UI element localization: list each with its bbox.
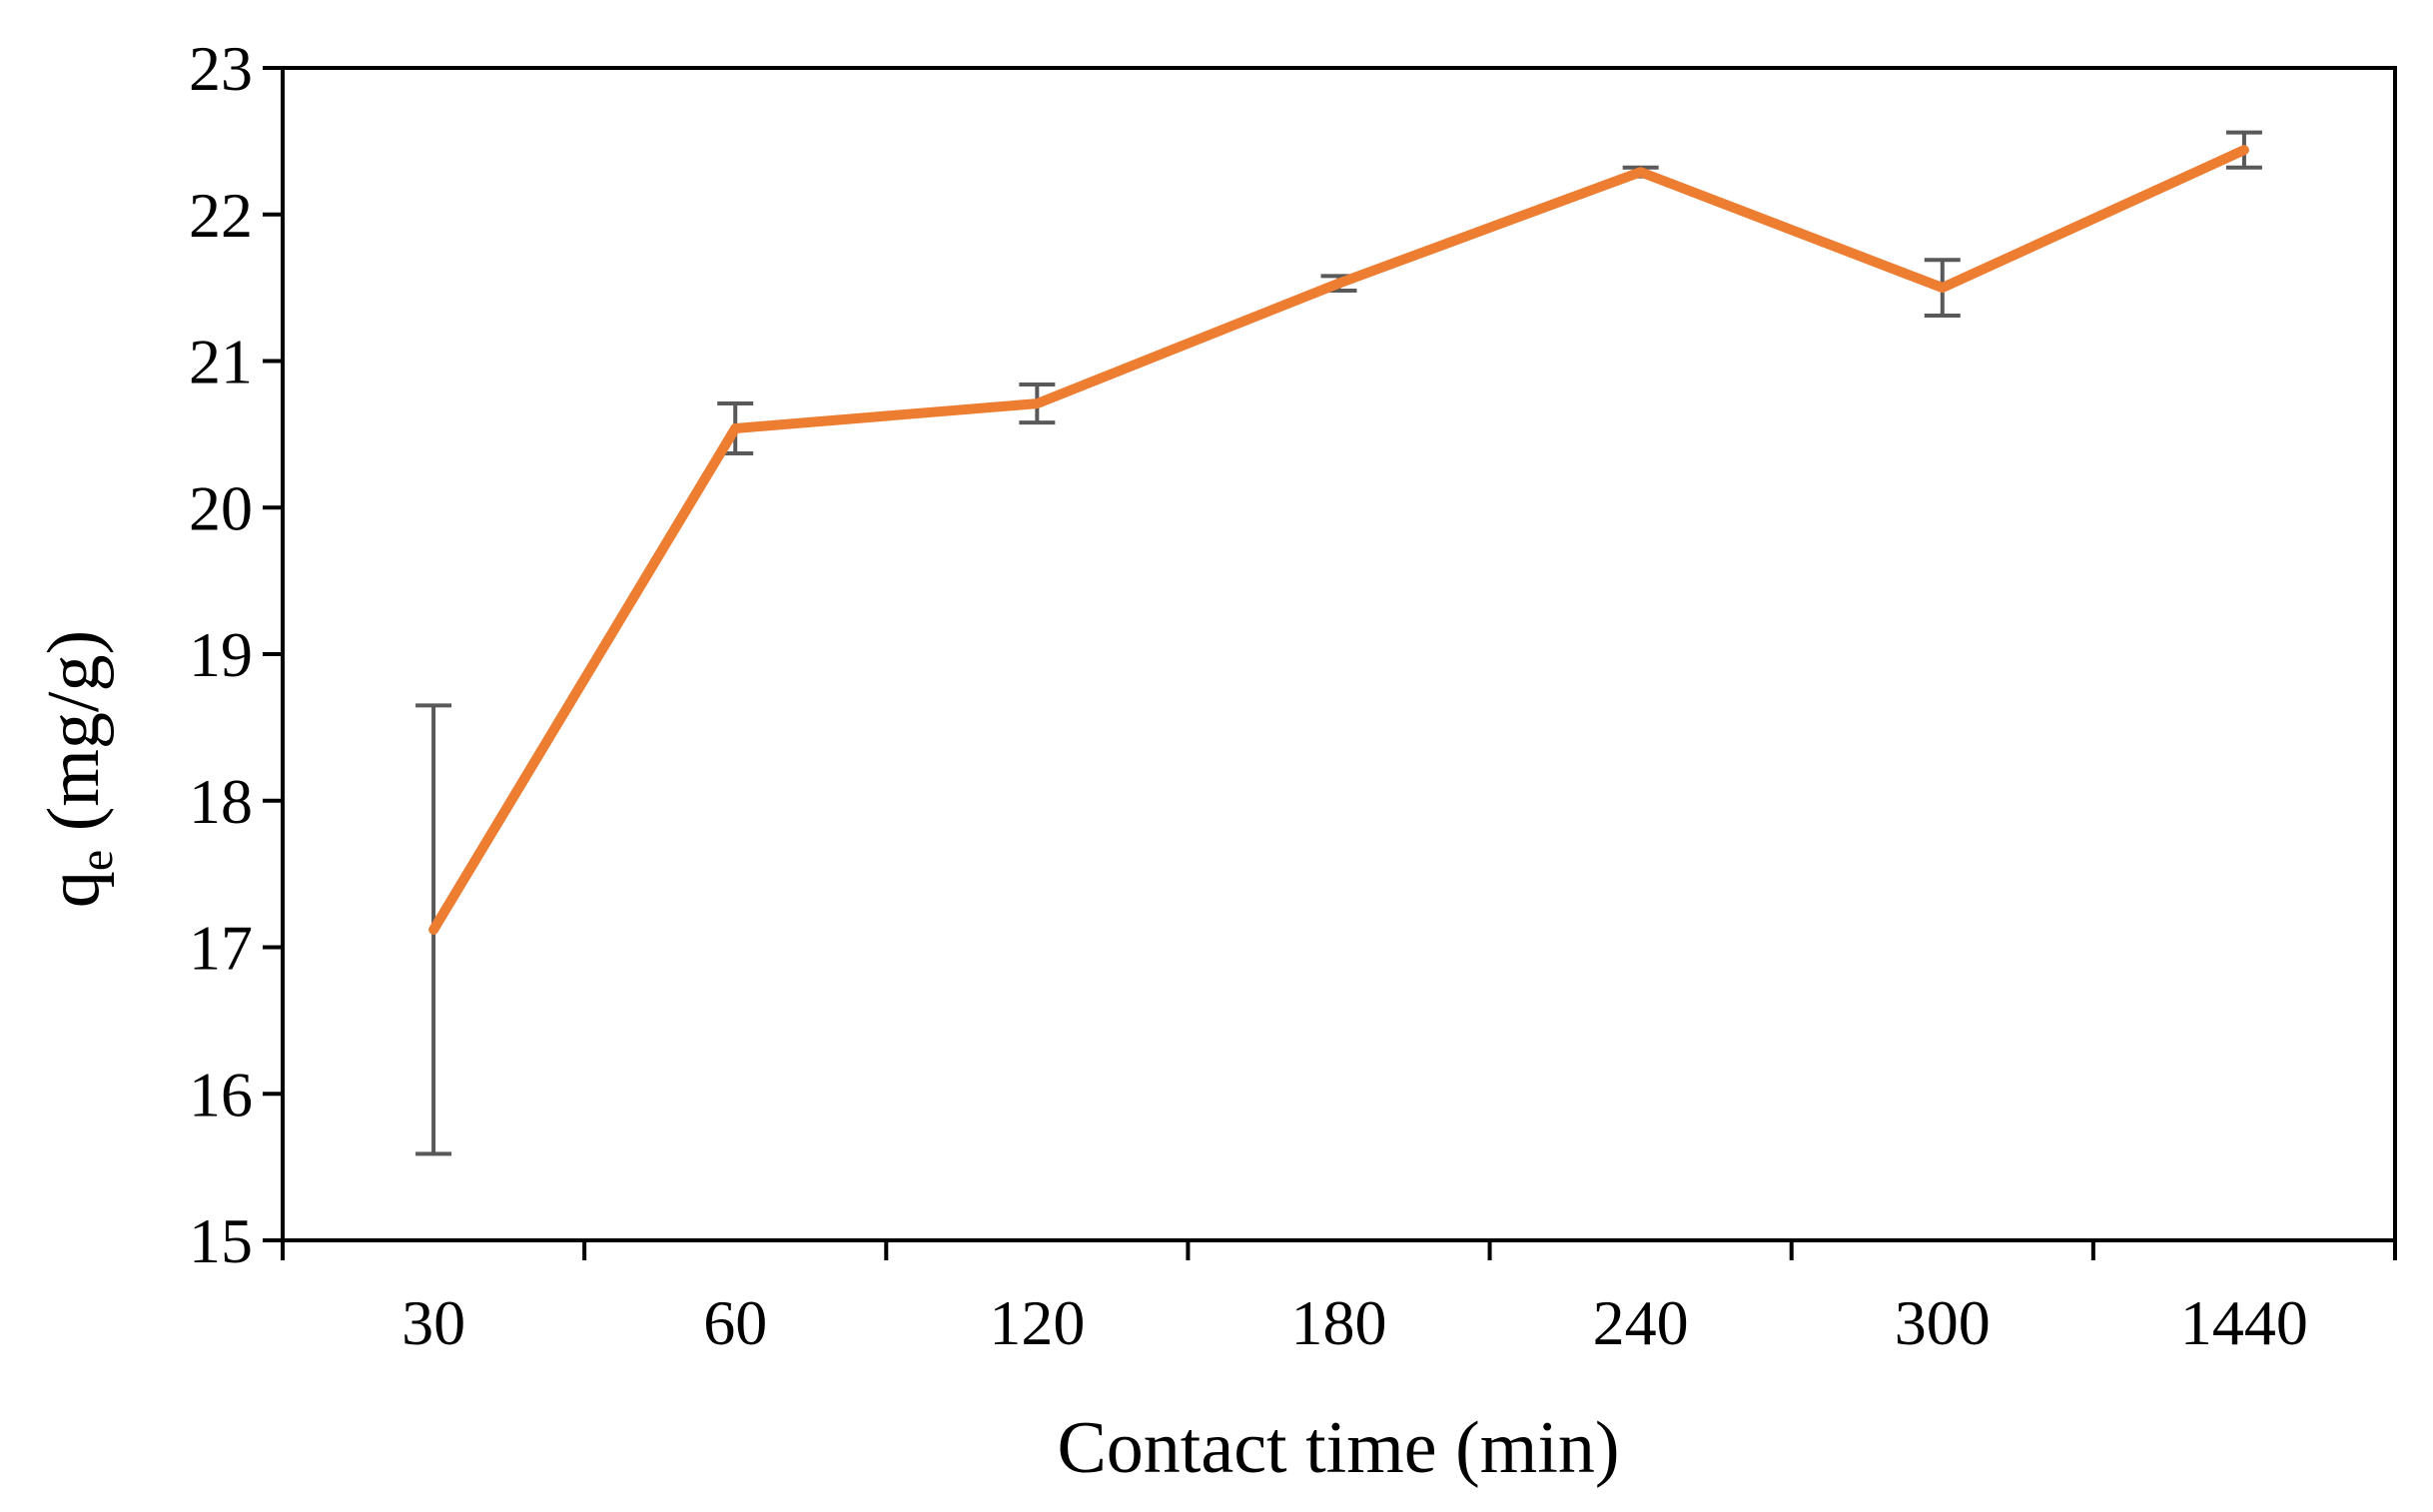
x-tick-label: 300	[1895, 1287, 1991, 1358]
y-tick-label: 21	[189, 327, 253, 397]
series-lines	[428, 145, 2249, 935]
x-tick-label: 1440	[2180, 1287, 2308, 1358]
plot-frame	[263, 66, 2397, 1260]
x-axis-title: Contact time (min)	[1057, 1407, 1619, 1489]
y-axis-title-unit: (mg/g)	[33, 630, 115, 850]
y-tick-labels: 15 16 17 18 19 20 21 22 23	[189, 33, 253, 1276]
y-tick-label: 16	[189, 1059, 253, 1130]
y-tick-label: 19	[189, 619, 253, 690]
y-tick-label: 20	[189, 472, 253, 543]
y-tick-label: 23	[189, 33, 253, 104]
x-tick-labels: 30 60 120 180 240 300 1440	[402, 1287, 2308, 1358]
y-axis-title-main: q	[33, 871, 115, 908]
y-tick-label: 17	[189, 913, 253, 984]
y-axis-title-subscript: e	[70, 850, 123, 871]
data-point	[733, 426, 738, 431]
data-point	[1336, 281, 1341, 286]
y-tick-label: 15	[189, 1205, 253, 1276]
data-point	[2241, 148, 2246, 153]
x-tick-label: 30	[402, 1287, 465, 1358]
y-tick-label: 22	[189, 180, 253, 251]
x-tick-label: 240	[1593, 1287, 1689, 1358]
data-point	[1638, 170, 1643, 175]
x-tick-label: 120	[989, 1287, 1085, 1358]
data-point	[431, 927, 436, 932]
data-point	[1940, 286, 1945, 291]
x-tick-label: 180	[1291, 1287, 1387, 1358]
x-tick-label: 60	[703, 1287, 767, 1358]
y-tick-label: 18	[189, 766, 253, 837]
series-line	[428, 145, 2249, 935]
data-point	[1035, 401, 1040, 406]
y-axis-title: qe (mg/g)	[33, 630, 123, 908]
